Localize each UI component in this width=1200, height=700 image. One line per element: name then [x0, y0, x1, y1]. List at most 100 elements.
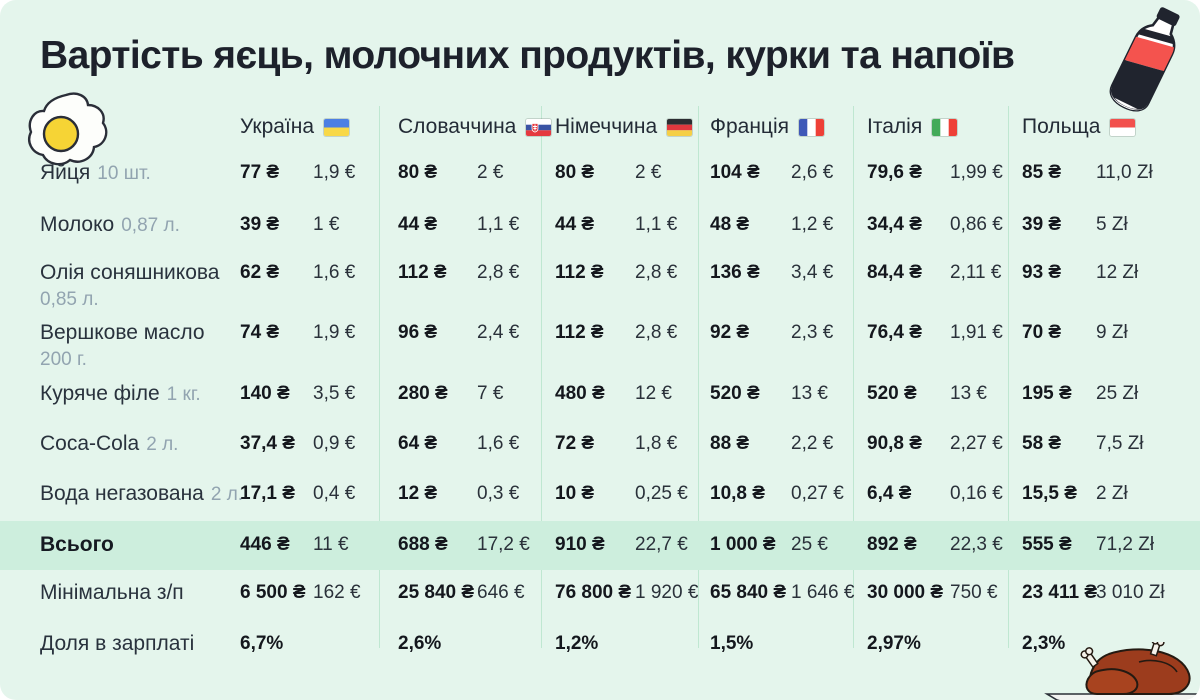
price-local: 1,8 € [635, 433, 678, 454]
price-uah: 1 000 ₴ [710, 534, 776, 555]
price-uah: 1,5% [710, 633, 754, 654]
price-uah: 892 ₴ [867, 534, 917, 555]
column-separator [1008, 106, 1009, 648]
table-row: Доля в зарплаті 6,7% 2,6% 1,2% 1,5% 2,97% 2,3% [40, 629, 1160, 659]
price-uah: 2,97% [867, 633, 921, 654]
price-uah: 84,4 ₴ [867, 262, 922, 283]
price-uah: 1,2% [555, 633, 599, 654]
product-label: Всього [40, 533, 114, 556]
price-uah: 64 ₴ [398, 433, 438, 454]
price-uah: 70 ₴ [1022, 322, 1062, 343]
price-local: 22,7 € [635, 534, 688, 555]
price-local: 25 Zł [1096, 383, 1139, 404]
product-label: Яйця 10 шт. [40, 161, 151, 184]
price-local: 1,9 € [313, 322, 356, 343]
column-separator [698, 106, 699, 648]
price-local: 750 € [950, 582, 998, 603]
price-uah: 44 ₴ [555, 214, 595, 235]
price-uah: 2,3% [1022, 633, 1066, 654]
product-label: Вода негазована 2 л. [40, 482, 244, 505]
price-uah: 65 840 ₴ [710, 582, 787, 603]
price-local: 2 Zł [1096, 483, 1128, 504]
price-uah: 555 ₴ [1022, 534, 1072, 555]
price-uah: 34,4 ₴ [867, 214, 922, 235]
price-local: 2,8 € [477, 262, 520, 283]
price-local: 0,9 € [313, 433, 356, 454]
column-separator [541, 106, 542, 648]
product-quantity: 10 шт. [97, 163, 151, 184]
table-row: Мінімальна з/п 6 500 ₴ 162 € 25 840 ₴ 646 € 7… [40, 578, 1165, 608]
price-local: 1,1 € [635, 214, 678, 235]
price-uah: 76 800 ₴ [555, 582, 632, 603]
price-uah: 17,1 ₴ [240, 483, 295, 504]
price-local: 17,2 € [477, 534, 530, 555]
price-local: 2,4 € [477, 322, 520, 343]
country-header-ukraine: Україна [240, 112, 398, 142]
price-local: 3 010 Zł [1096, 582, 1165, 603]
price-uah: 39 ₴ [240, 214, 280, 235]
price-uah: 80 ₴ [555, 162, 595, 183]
total-row-highlight [0, 521, 1200, 570]
price-uah: 76,4 ₴ [867, 322, 922, 343]
country-header-france: Франція [710, 112, 867, 142]
price-uah: 30 000 ₴ [867, 582, 944, 603]
price-local: 1,1 € [477, 214, 520, 235]
price-local: 0,3 € [477, 483, 520, 504]
price-local: 13 € [791, 383, 828, 404]
table-header-row: Україна Словаччина Німеччина Франція [40, 112, 1160, 142]
price-uah: 48 ₴ [710, 214, 750, 235]
price-uah: 44 ₴ [398, 214, 438, 235]
price-uah: 88 ₴ [710, 433, 750, 454]
france-flag-icon [799, 118, 824, 136]
price-local: 71,2 Zł [1096, 534, 1155, 555]
italy-flag-icon [932, 118, 958, 136]
price-uah: 93 ₴ [1022, 262, 1062, 283]
price-local: 0,16 € [950, 483, 1003, 504]
price-uah: 480 ₴ [555, 383, 605, 404]
product-quantity: 200 г. [40, 349, 87, 370]
cola-bottle-icon [1106, 7, 1182, 113]
table-row: Яйця 10 шт. 77 ₴ 1,9 € 80 ₴ 2 € 80 ₴ 2 € 104 ₴ 2,… [40, 158, 1160, 188]
table-row: Олія соняшникова 0,85 л. 62 ₴ 1,6 € 112 ₴ 2,8… [40, 258, 1160, 310]
table-row: Вершкове масло 200 г. 74 ₴ 1,9 € 96 ₴ 2,4 € 11… [40, 318, 1160, 370]
price-local: 2,6 € [791, 162, 834, 183]
price-local: 646 € [477, 582, 525, 603]
price-local: 0,4 € [313, 483, 356, 504]
price-uah: 112 ₴ [555, 322, 604, 343]
price-uah: 10 ₴ [555, 483, 595, 504]
price-uah: 6,4 ₴ [867, 483, 912, 504]
ukraine-flag-icon [324, 118, 350, 136]
price-uah: 6 500 ₴ [240, 582, 306, 603]
price-local: 7,5 Zł [1096, 433, 1144, 454]
price-uah: 79,6 ₴ [867, 162, 922, 183]
poland-flag-icon [1110, 118, 1136, 136]
price-local: 12 € [635, 383, 672, 404]
price-local: 2,8 € [635, 262, 678, 283]
price-uah: 92 ₴ [710, 322, 750, 343]
price-uah: 2,6% [398, 633, 442, 654]
country-header-italy: Італія [867, 112, 1022, 142]
fried-egg-icon [28, 92, 108, 166]
product-quantity: 0,87 л. [121, 215, 180, 236]
price-uah: 90,8 ₴ [867, 433, 922, 454]
price-local: 1,2 € [791, 214, 834, 235]
price-uah: 77 ₴ [240, 162, 280, 183]
price-local: 1,6 € [477, 433, 520, 454]
price-local: 2,8 € [635, 322, 678, 343]
product-label: Куряче філе 1 кг. [40, 382, 201, 405]
price-uah: 62 ₴ [240, 262, 280, 283]
price-local: 2,2 € [791, 433, 834, 454]
roast-chicken-icon [1044, 642, 1200, 700]
price-uah: 15,5 ₴ [1022, 483, 1077, 504]
price-uah: 136 ₴ [710, 262, 760, 283]
price-local [635, 629, 710, 659]
country-header-slovakia: Словаччина [398, 112, 555, 142]
price-uah: 12 ₴ [398, 483, 438, 504]
product-label: Молоко 0,87 л. [40, 213, 180, 236]
price-uah: 80 ₴ [398, 162, 438, 183]
price-local: 2,3 € [791, 322, 834, 343]
price-uah: 72 ₴ [555, 433, 595, 454]
price-local: 1,91 € [950, 322, 1003, 343]
price-local: 162 € [313, 582, 361, 603]
